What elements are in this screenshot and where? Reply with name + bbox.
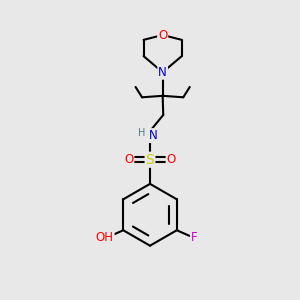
Text: O: O: [167, 153, 176, 166]
Text: N: N: [149, 129, 158, 142]
Text: OH: OH: [96, 231, 114, 244]
Text: F: F: [191, 231, 198, 244]
Text: O: O: [124, 153, 134, 166]
Text: O: O: [158, 28, 167, 41]
Text: N: N: [158, 66, 167, 79]
Text: H: H: [138, 128, 146, 138]
Text: S: S: [146, 153, 154, 167]
